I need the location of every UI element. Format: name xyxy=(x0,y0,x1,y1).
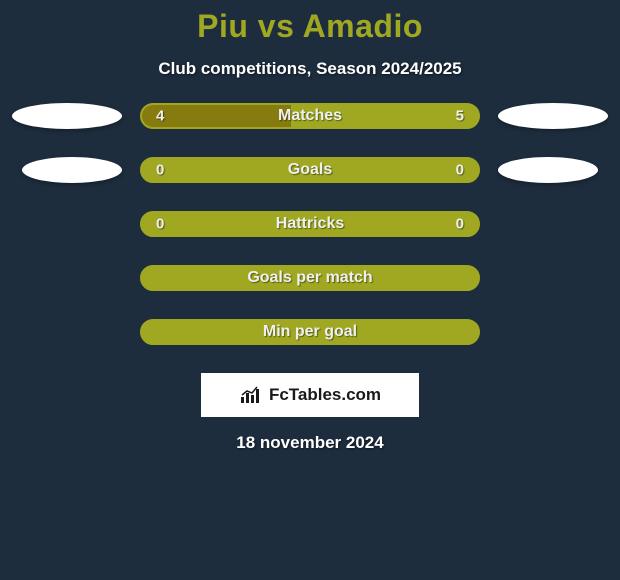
stat-row-goals: 0 Goals 0 xyxy=(0,157,620,183)
stat-bar: 0 Hattricks 0 xyxy=(140,211,480,237)
stats-card: Piu vs Amadio Club competitions, Season … xyxy=(0,0,620,453)
stat-label: Goals xyxy=(288,161,332,179)
stat-right-value: 0 xyxy=(456,216,464,233)
page-title: Piu vs Amadio xyxy=(0,8,620,45)
avatar-right-placeholder xyxy=(498,157,598,183)
spacer xyxy=(12,265,122,291)
avatar-left-placeholder xyxy=(22,157,122,183)
date-label: 18 november 2024 xyxy=(0,433,620,453)
stat-row-hattricks: 0 Hattricks 0 xyxy=(0,211,620,237)
stat-row-goals-per-match: Goals per match xyxy=(0,265,620,291)
spacer xyxy=(498,211,608,237)
stat-bar: Min per goal xyxy=(140,319,480,345)
stat-left-value: 0 xyxy=(156,216,164,233)
avatar-left-placeholder xyxy=(12,103,122,129)
stat-label: Goals per match xyxy=(247,269,372,287)
stat-row-matches: 4 Matches 5 xyxy=(0,103,620,129)
brand-label: FcTables.com xyxy=(269,385,381,405)
spacer xyxy=(498,265,608,291)
spacer xyxy=(12,319,122,345)
chart-icon xyxy=(239,385,263,405)
stat-right-value: 5 xyxy=(456,108,464,125)
stat-bar: 0 Goals 0 xyxy=(140,157,480,183)
stat-label: Matches xyxy=(278,107,342,125)
spacer xyxy=(498,319,608,345)
stat-row-min-per-goal: Min per goal xyxy=(0,319,620,345)
spacer xyxy=(12,211,122,237)
stat-left-value: 4 xyxy=(156,108,164,125)
stat-right-value: 0 xyxy=(456,162,464,179)
page-subtitle: Club competitions, Season 2024/2025 xyxy=(0,59,620,79)
stat-bar: Goals per match xyxy=(140,265,480,291)
stat-left-value: 0 xyxy=(156,162,164,179)
stat-label: Min per goal xyxy=(263,323,357,341)
stat-label: Hattricks xyxy=(276,215,344,233)
stat-bar: 4 Matches 5 xyxy=(140,103,480,129)
bar-fill xyxy=(142,105,291,127)
avatar-right-placeholder xyxy=(498,103,608,129)
brand-badge: FcTables.com xyxy=(201,373,419,417)
